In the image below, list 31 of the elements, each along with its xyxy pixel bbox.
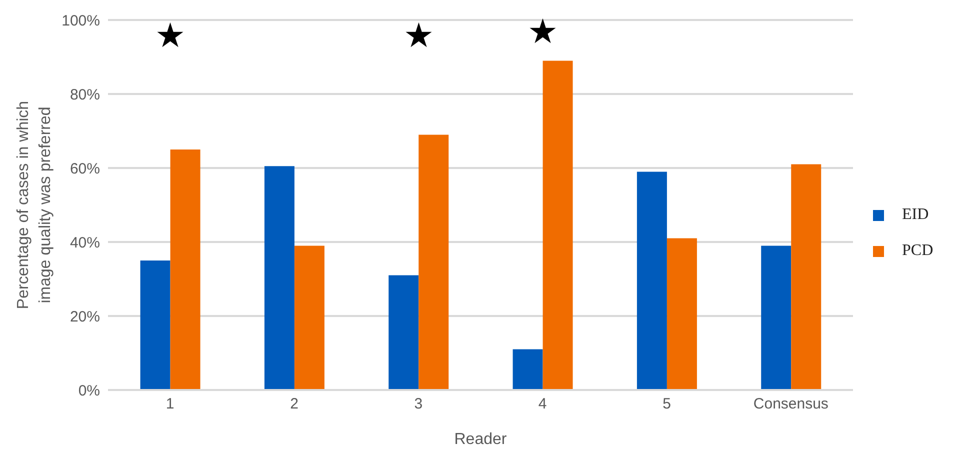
bar: [170, 150, 200, 390]
bar: [761, 246, 792, 390]
legend-label: PCD: [902, 242, 934, 259]
x-tick-label: 2: [290, 396, 298, 413]
y-tick-label: 100%: [62, 12, 100, 30]
bar: [294, 246, 324, 390]
y-axis-title: Percentage of cases in which image quality was preferred: [15, 100, 54, 310]
x-tick-label: 4: [538, 396, 547, 413]
bar: [542, 60, 573, 390]
y-tick-label: 20%: [70, 308, 100, 326]
bar: [791, 164, 822, 390]
annotation: ★: [403, 16, 434, 55]
x-tick-label: 1: [166, 396, 174, 413]
y-tick-label: 40%: [70, 234, 100, 252]
bar: [666, 238, 697, 390]
x-axis-title: Reader: [454, 431, 508, 448]
legend-label: EID: [902, 206, 929, 223]
annotation: ★: [155, 16, 186, 55]
annotation: ★: [528, 13, 558, 52]
bar: [636, 172, 667, 390]
bar: [512, 349, 543, 390]
x-tick-label: Consensus: [753, 396, 828, 413]
y-tick-label: 0%: [78, 382, 100, 400]
x-tick-label: 3: [414, 396, 423, 413]
x-tick-label: 5: [662, 396, 671, 413]
bar: [418, 134, 449, 390]
y-tick-label: 80%: [70, 86, 100, 104]
bar: [264, 166, 294, 390]
bar: [388, 275, 419, 390]
bar: [140, 260, 170, 390]
y-tick-label: 60%: [70, 160, 100, 178]
